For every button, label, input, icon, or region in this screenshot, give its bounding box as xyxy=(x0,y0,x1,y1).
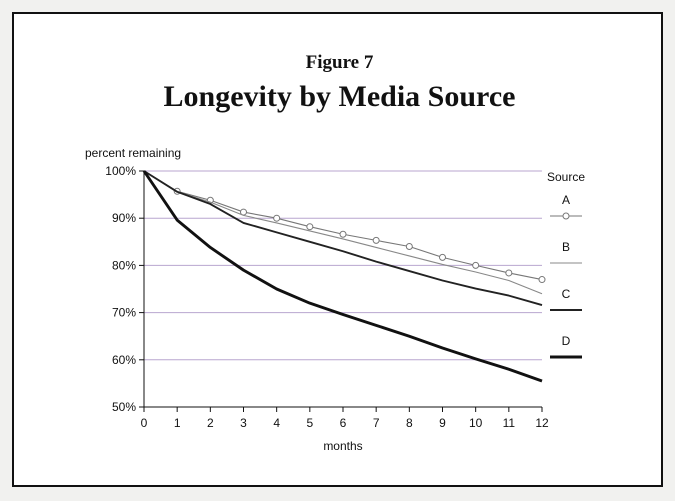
legend-label-c: C xyxy=(562,287,571,301)
y-axis-label: percent remaining xyxy=(85,146,181,160)
x-tick-label: 2 xyxy=(207,416,214,430)
y-tick-label: 70% xyxy=(112,306,136,320)
legend-title: Source xyxy=(547,170,585,184)
x-tick-label: 10 xyxy=(469,416,483,430)
x-tick-label: 3 xyxy=(240,416,247,430)
series-line-d xyxy=(142,170,543,383)
y-tick-label: 100% xyxy=(105,164,136,178)
y-tick-label: 90% xyxy=(112,211,136,225)
series-line-b xyxy=(143,170,543,295)
series-a-point xyxy=(372,236,380,244)
x-tick-label: 7 xyxy=(373,416,380,430)
y-tick-label: 50% xyxy=(112,400,136,414)
series-a-point xyxy=(273,214,281,222)
y-tick-label: 80% xyxy=(112,258,136,272)
legend-label-d: D xyxy=(562,334,571,348)
x-tick-label: 8 xyxy=(406,416,413,430)
series-a-point xyxy=(405,243,413,251)
series-a-point xyxy=(505,269,513,277)
x-tick-label: 12 xyxy=(535,416,549,430)
series-a-point xyxy=(538,276,546,284)
x-axis-label: months xyxy=(323,439,362,453)
x-tick-label: 6 xyxy=(340,416,347,430)
chart-title: Longevity by Media Source xyxy=(163,80,516,113)
x-tick-label: 4 xyxy=(273,416,280,430)
y-tick-label: 60% xyxy=(112,353,136,367)
series-line-c xyxy=(143,170,543,306)
figure-label: Figure 7 xyxy=(305,52,374,73)
x-tick-label: 9 xyxy=(439,416,446,430)
series-line-a xyxy=(143,170,543,281)
x-tick-label: 11 xyxy=(503,416,516,430)
legend-marker-a xyxy=(562,212,570,220)
x-tick-label: 0 xyxy=(141,416,148,430)
legend-label-b: B xyxy=(562,240,570,254)
chart-frame: Figure 7 Longevity by Media Source 50% 60… xyxy=(12,12,663,487)
line-chart: 50%60%70%80%90%100%0 1 2 3 4 5 6 7 8 9 10 11 12perce… xyxy=(85,146,585,453)
series-a-point xyxy=(306,223,314,231)
x-tick-label: 5 xyxy=(306,416,313,430)
x-tick-label: 1 xyxy=(174,416,181,430)
series-a-point xyxy=(472,261,480,269)
series-a-point xyxy=(439,253,446,261)
legend-label-a: A xyxy=(562,193,570,207)
series-a-point xyxy=(339,230,347,238)
